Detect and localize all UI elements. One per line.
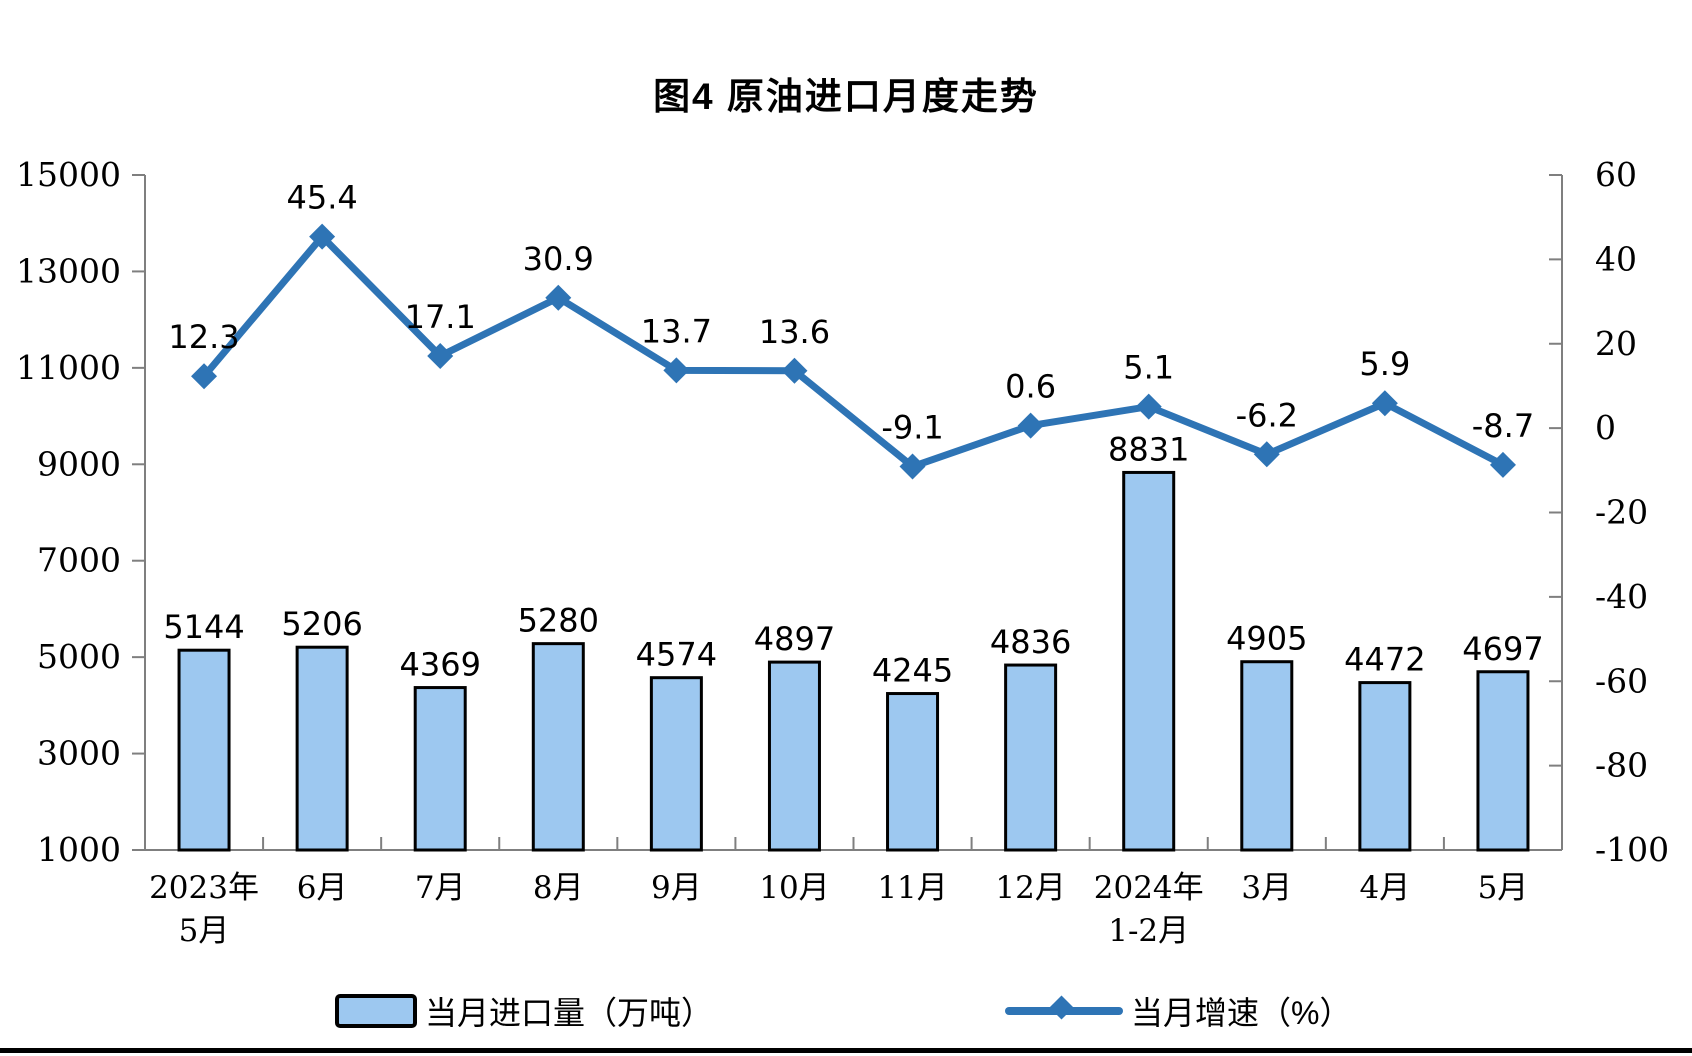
bar	[1358, 681, 1412, 852]
line-value-label: -6.2	[1236, 396, 1298, 434]
legend-item-line-series: 当月增速（%）	[1005, 986, 1351, 1036]
line-value-label: 13.6	[759, 313, 830, 351]
line-value-label: 5.9	[1359, 345, 1410, 383]
bar-value-label: 5144	[163, 608, 244, 646]
bar-series-swatch-icon	[335, 994, 417, 1028]
x-category-label: 2024年	[1094, 870, 1204, 906]
x-category-label: 1-2月	[1108, 913, 1189, 949]
line-marker	[781, 357, 808, 384]
bar	[1240, 660, 1294, 852]
line-value-label: 0.6	[1005, 368, 1056, 406]
x-category-label: 6月	[297, 870, 348, 906]
bar-value-label: 4697	[1462, 630, 1543, 668]
bar-value-label: 5280	[518, 602, 599, 640]
x-category-label: 12月	[995, 870, 1065, 906]
left-axis-tick-label: 9000	[37, 444, 121, 483]
line-marker	[1371, 390, 1398, 417]
x-category-label: 5月	[179, 913, 230, 949]
left-axis-tick-label: 5000	[37, 637, 121, 676]
right-axis-tick-label: -40	[1595, 577, 1648, 616]
bar	[1122, 470, 1176, 852]
right-axis-tick-label: 40	[1595, 239, 1637, 278]
bar-value-label: 4369	[399, 646, 480, 684]
line-marker	[899, 453, 926, 480]
x-category-label: 11月	[877, 870, 947, 906]
bar	[649, 676, 703, 852]
bar-value-label: 5206	[281, 605, 362, 643]
x-category-label: 7月	[415, 870, 466, 906]
right-axis-tick-label: 20	[1595, 324, 1637, 363]
line-value-label: 5.1	[1123, 349, 1174, 387]
bar-value-label: 4836	[990, 623, 1071, 661]
right-axis-tick-label: 0	[1595, 408, 1616, 447]
line-value-label: 12.3	[168, 318, 239, 356]
bar-value-label: 4897	[754, 620, 835, 658]
line-value-label: 17.1	[405, 298, 476, 336]
left-axis-tick-label: 11000	[16, 348, 121, 387]
line-marker	[427, 342, 454, 369]
x-category-label: 5月	[1478, 870, 1529, 906]
line-value-label: 45.4	[287, 179, 358, 217]
line-value-label: -9.1	[881, 409, 943, 447]
right-axis-tick-label: -80	[1595, 746, 1648, 785]
right-axis-tick-label: -60	[1595, 661, 1648, 700]
bar	[413, 686, 467, 852]
bar	[767, 660, 821, 852]
chart-title: 图4 原油进口月度走势	[653, 76, 1039, 117]
line-marker	[191, 363, 218, 390]
left-axis-tick-label: 13000	[16, 251, 121, 290]
bar	[531, 642, 585, 852]
bar	[295, 645, 349, 852]
bar-value-label: 4245	[872, 652, 953, 690]
line-marker	[1135, 393, 1162, 420]
chart-legend: 当月进口量（万吨） 当月增速（%）	[0, 986, 1692, 1036]
line-marker	[309, 223, 336, 250]
line-marker	[1017, 412, 1044, 439]
bar-value-label: 4574	[636, 636, 717, 674]
bar	[886, 692, 940, 852]
line-series-swatch-icon	[1005, 995, 1123, 1020]
line-value-label: -8.7	[1472, 407, 1534, 445]
bar-value-label: 4472	[1344, 641, 1425, 679]
x-category-label: 10月	[759, 870, 829, 906]
legend-item-bar-series: 当月进口量（万吨）	[335, 986, 713, 1036]
line-marker	[1253, 441, 1280, 468]
bar-value-label: 4905	[1226, 620, 1307, 658]
right-axis-tick-label: -100	[1595, 830, 1669, 869]
left-axis-tick-label: 15000	[16, 155, 121, 194]
line-marker	[663, 357, 690, 384]
bar-value-label: 8831	[1108, 430, 1189, 468]
x-category-label: 4月	[1360, 870, 1411, 906]
line-value-label: 13.7	[641, 312, 712, 350]
right-axis-tick-label: -20	[1595, 493, 1648, 532]
x-category-label: 2023年	[149, 870, 259, 906]
legend-bar-series-label: 当月进口量（万吨）	[425, 995, 714, 1031]
line-value-label: 30.9	[523, 240, 594, 278]
page-bottom-rule	[0, 1048, 1692, 1053]
diamond-marker-icon	[1049, 995, 1074, 1020]
left-axis-tick-label: 1000	[37, 830, 121, 869]
bar	[177, 648, 231, 852]
line-marker	[545, 284, 572, 311]
line-marker	[1489, 451, 1516, 478]
x-category-label: 8月	[533, 870, 584, 906]
bar	[1476, 670, 1530, 852]
left-axis-tick-label: 7000	[37, 541, 121, 580]
bar	[1004, 663, 1058, 852]
left-axis-tick-label: 3000	[37, 734, 121, 773]
x-category-label: 3月	[1241, 870, 1292, 906]
x-category-label: 9月	[651, 870, 702, 906]
legend-line-series-label: 当月增速（%）	[1131, 995, 1352, 1031]
trend-line	[200, 233, 1507, 471]
right-axis-tick-label: 60	[1595, 155, 1637, 194]
